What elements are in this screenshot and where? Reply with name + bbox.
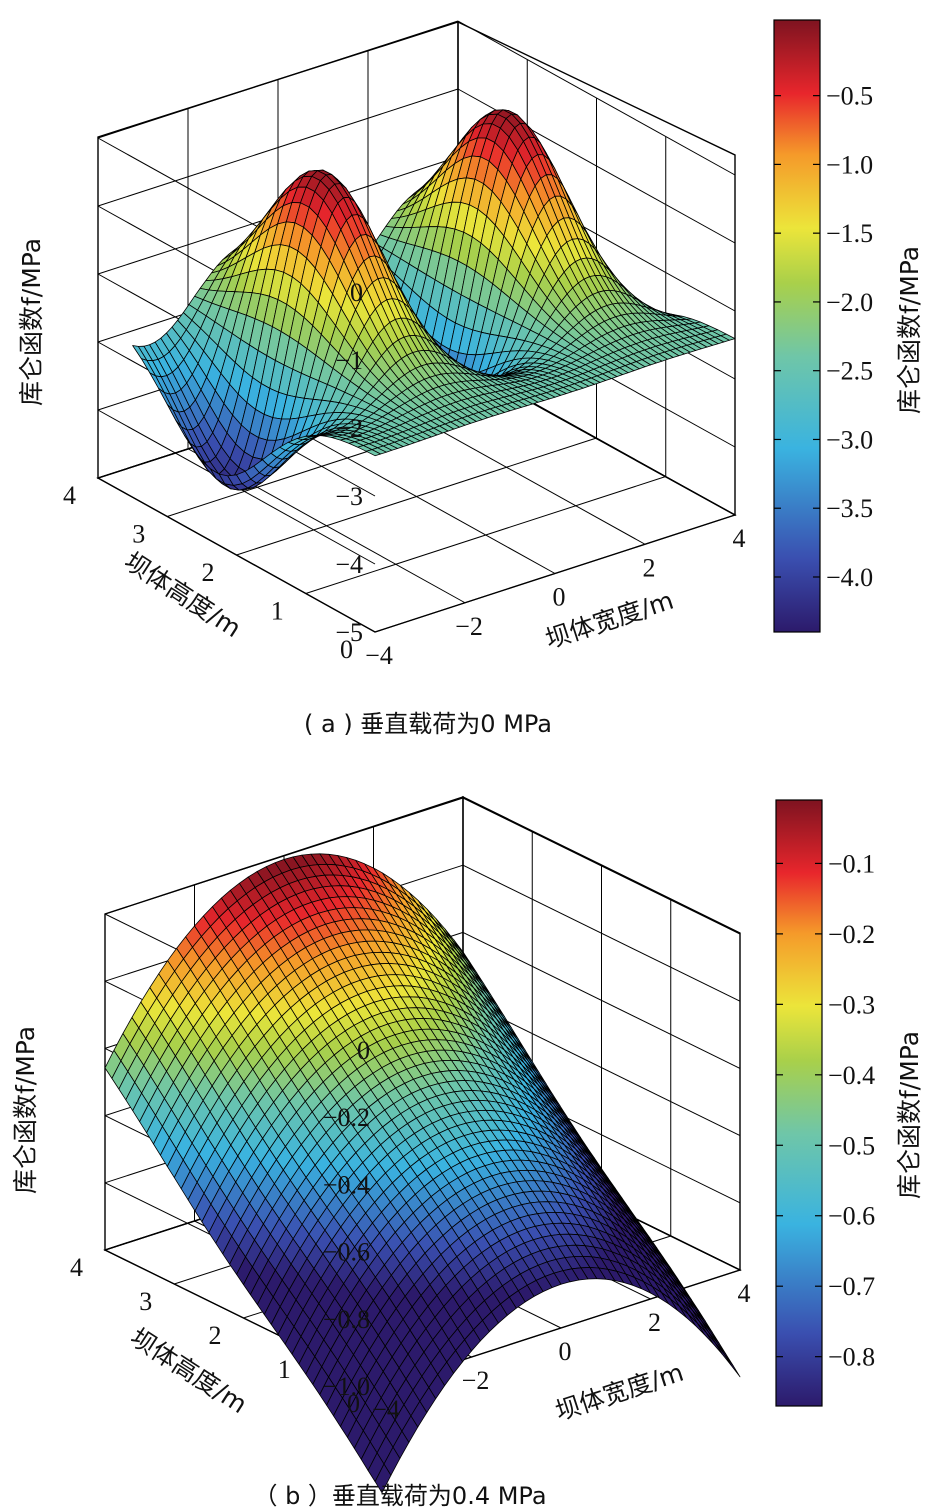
colorbar-gradient-b xyxy=(775,799,823,1407)
colorbar-label-a: 库仑函数f/MPa xyxy=(895,246,924,414)
y-tick-label: 1 xyxy=(271,597,284,626)
z-axis-label-b: 库仑函数f/MPa xyxy=(11,1026,40,1194)
gridline-z-back xyxy=(97,20,459,139)
z-tick-label: 0 xyxy=(350,278,363,307)
colorbar-tick-label: −1.0 xyxy=(826,150,873,179)
y-tick-label: 4 xyxy=(63,481,76,510)
z-tick-label: −0.8 xyxy=(323,1305,370,1334)
y-tick-label: 1 xyxy=(278,1355,291,1384)
x-tick-label: 2 xyxy=(648,1308,661,1337)
z-tick-label: −4 xyxy=(335,550,363,579)
gridline-y-floor xyxy=(236,437,597,556)
surface-mesh-a xyxy=(132,109,736,491)
x-tick-label: 0 xyxy=(559,1337,572,1366)
y-tick-label: 3 xyxy=(139,1287,152,1316)
caption-a: ( a ) 垂直载荷为0 MPa xyxy=(304,710,552,738)
gridline-z-left xyxy=(97,477,376,633)
gridline-z-back xyxy=(97,88,459,207)
colorbar-tick-label: −2.5 xyxy=(826,357,873,386)
colorbar-tick-label: −0.6 xyxy=(828,1202,875,1231)
colorbar-tick-label: −0.5 xyxy=(826,82,873,111)
x-tick-label: 2 xyxy=(643,553,656,582)
z-tick-label: −0.4 xyxy=(323,1170,370,1199)
y-tick-label: 0 xyxy=(347,1389,360,1418)
x-tick-label: 4 xyxy=(738,1279,751,1308)
z-tick-label: −0.6 xyxy=(323,1238,370,1267)
z-axis-label-a: 库仑函数f/MPa xyxy=(17,238,46,406)
gridline-y-floor xyxy=(305,476,666,594)
colorbar-tick-label: −0.5 xyxy=(828,1131,875,1160)
y-axis-label-b: 坝体高度/m xyxy=(125,1323,252,1420)
colorbar-tick-label: −1.5 xyxy=(826,219,873,248)
x-tick-label: −4 xyxy=(372,1395,400,1424)
colorbar-tick-label: −0.2 xyxy=(828,920,875,949)
x-tick-label: −2 xyxy=(462,1366,490,1395)
colorbar-tick-label: −3.0 xyxy=(826,425,873,454)
colorbar-tick-label: −0.8 xyxy=(828,1343,875,1372)
gridline-z-side xyxy=(457,20,736,176)
x-tick-label: −4 xyxy=(365,641,393,670)
z-tick-label: −1 xyxy=(335,346,363,375)
z-tick-label: −2 xyxy=(335,414,363,443)
y-tick-label: 3 xyxy=(132,520,145,549)
colorbar-b: −0.1 −0.2 −0.3 −0.4 −0.5 −0.6 −0.7 −0.8 库仑函数f/M… xyxy=(775,799,924,1407)
y-axis-label-a: 坝体高度/m xyxy=(119,547,246,644)
colorbar-tick-label: −3.5 xyxy=(826,494,873,523)
z-tick-label: 0 xyxy=(357,1036,370,1065)
colorbar-tick-label: −0.7 xyxy=(828,1272,875,1301)
y-tick-label: 2 xyxy=(202,558,215,587)
caption-b: （ b ）垂直载荷为0.4 MPa xyxy=(253,1482,546,1510)
x-tick-label: 0 xyxy=(553,583,566,612)
colorbar-tick-label: −2.0 xyxy=(826,288,873,317)
y-tick-label: 0 xyxy=(340,635,353,664)
colorbar-gradient-a xyxy=(773,19,821,633)
y-tick-label: 2 xyxy=(209,1321,222,1350)
y-tick-label: 4 xyxy=(70,1253,83,1282)
z-tick-label: −3 xyxy=(335,482,363,511)
gridline-y-floor xyxy=(374,514,736,633)
colorbar-tick-label: −0.4 xyxy=(828,1061,875,1090)
x-tick-label: 4 xyxy=(733,524,746,553)
x-tick-label: −2 xyxy=(455,612,483,641)
colorbar-tick-label: −0.3 xyxy=(828,990,875,1019)
colorbar-tick-label: −0.1 xyxy=(828,849,875,878)
z-tick-label: −0.2 xyxy=(323,1103,370,1132)
colorbar-label-b: 库仑函数f/MPa xyxy=(895,1031,924,1199)
colorbar-tick-label: −4.0 xyxy=(826,563,873,592)
colorbar-a: −0.5 −1.0 −1.5 −2.0 −2.5 −3.0 −3.5 −4.0 库仑函数f/M… xyxy=(773,19,924,633)
x-axis-label-b: 坝体宽度/m xyxy=(552,1358,687,1427)
